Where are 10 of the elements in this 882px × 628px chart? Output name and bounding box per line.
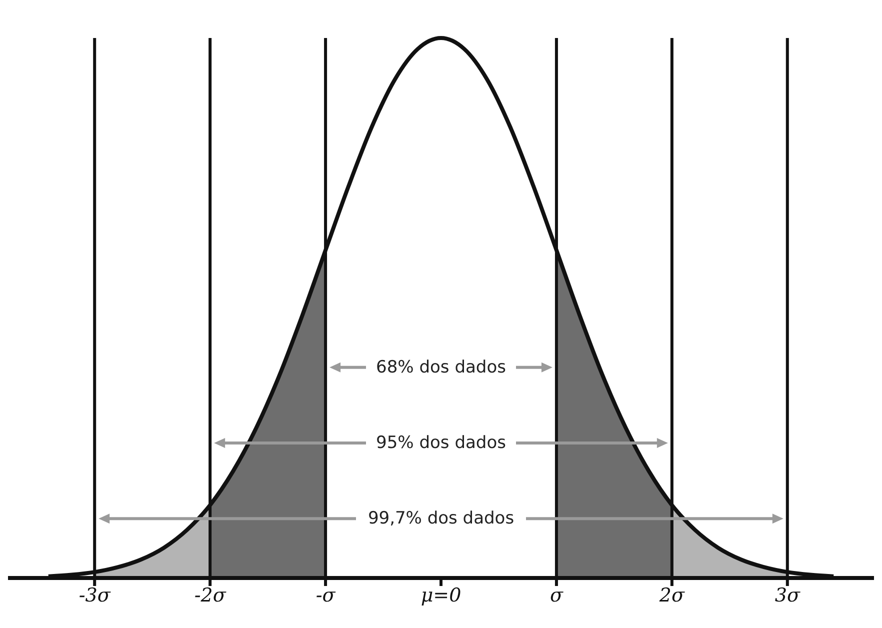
x-tick-label: -2σ bbox=[194, 584, 227, 606]
x-tick-label: -3σ bbox=[78, 584, 112, 606]
x-tick-label: 2σ bbox=[658, 584, 686, 606]
annotation: 95% dos dados bbox=[376, 433, 506, 453]
annotation: 99,7% dos dados bbox=[368, 508, 514, 529]
x-tick-label: σ bbox=[550, 584, 564, 606]
x-tick-label: 3σ bbox=[774, 584, 801, 606]
x-tick-label: μ=0 bbox=[420, 584, 462, 606]
x-tick-label: -σ bbox=[316, 584, 336, 606]
annotation: 68% dos dados bbox=[376, 357, 506, 378]
